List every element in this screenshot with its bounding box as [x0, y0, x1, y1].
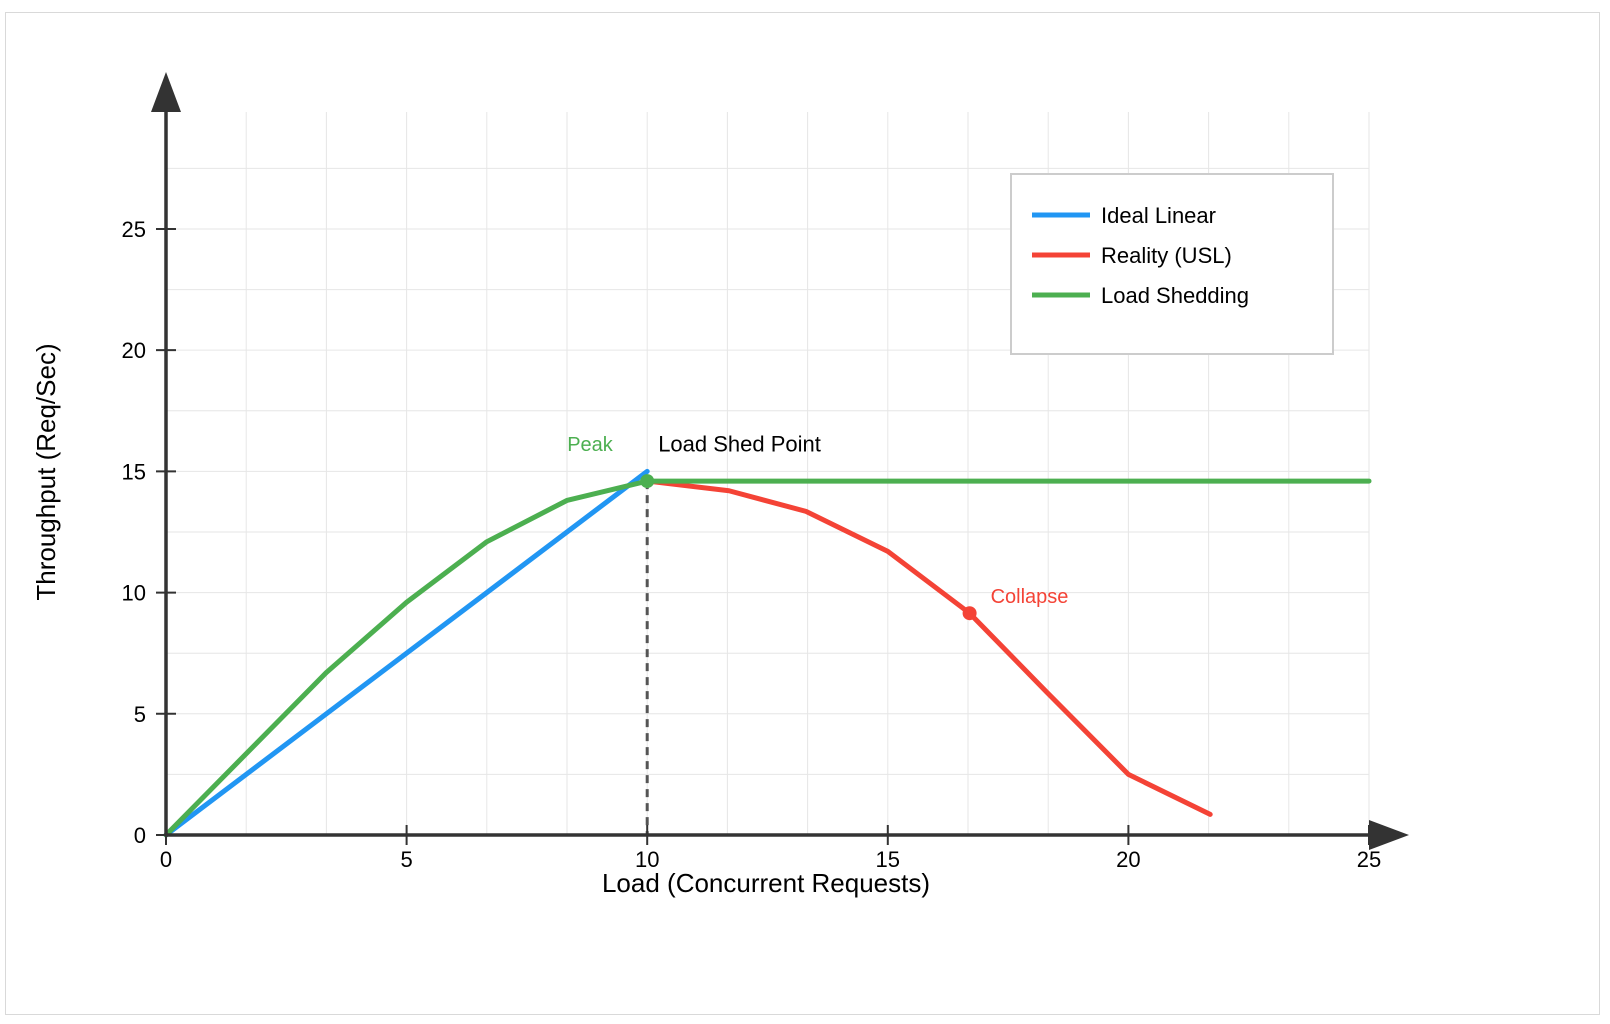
- x-tick-label: 15: [876, 847, 900, 872]
- x-tick-label: 20: [1116, 847, 1140, 872]
- collapse-point: [962, 606, 977, 621]
- series-line-ideal-linear: [163, 468, 650, 838]
- legend-label: Ideal Linear: [1101, 203, 1216, 228]
- series-line-load-shedding: [163, 478, 1372, 838]
- series-line-reality-usl: [644, 478, 1213, 817]
- axes: [151, 72, 1409, 850]
- y-tick-label: 15: [122, 459, 146, 484]
- x-tick-label: 0: [160, 847, 172, 872]
- x-axis-label: Load (Concurrent Requests): [602, 868, 930, 898]
- legend-label: Reality (USL): [1101, 243, 1232, 268]
- legend: Ideal Linear Reality (USL) Load Shedding: [1010, 173, 1334, 355]
- y-tick-label: 0: [134, 823, 146, 848]
- chart-frame: [5, 12, 1600, 1015]
- legend-label: Load Shedding: [1101, 283, 1249, 308]
- load-shed-point-label: Load Shed Point: [658, 431, 821, 456]
- legend-box: [1010, 173, 1334, 355]
- y-axis-label: Throughput (Req/Sec): [31, 343, 61, 600]
- x-tick-label: 25: [1357, 847, 1381, 872]
- annotation-layer: Peak Load Shed Point Collapse: [567, 431, 1069, 621]
- x-tick-label: 5: [400, 847, 412, 872]
- y-tick-label: 25: [122, 217, 146, 242]
- x-tick-label: 10: [635, 847, 659, 872]
- x-axis-arrow: [1369, 820, 1409, 850]
- y-tick-label: 10: [122, 581, 146, 606]
- y-axis-arrow: [151, 72, 181, 112]
- y-tick-label: 20: [122, 338, 146, 363]
- peak-point: [640, 474, 655, 489]
- grid: [166, 112, 1370, 835]
- y-tick-label: 5: [134, 702, 146, 727]
- tick-layer: 0 5 10 15 20 25 0 5 10 15 20 25: [122, 217, 1382, 872]
- collapse-label: Collapse: [991, 586, 1069, 608]
- peak-label: Peak: [567, 434, 614, 456]
